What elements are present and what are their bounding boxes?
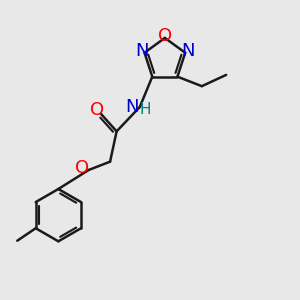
Text: O: O [90, 101, 104, 119]
Text: O: O [75, 159, 89, 177]
Text: H: H [140, 102, 151, 117]
Text: O: O [158, 27, 172, 45]
Text: N: N [135, 42, 148, 60]
Text: N: N [126, 98, 139, 116]
Text: N: N [182, 42, 195, 60]
